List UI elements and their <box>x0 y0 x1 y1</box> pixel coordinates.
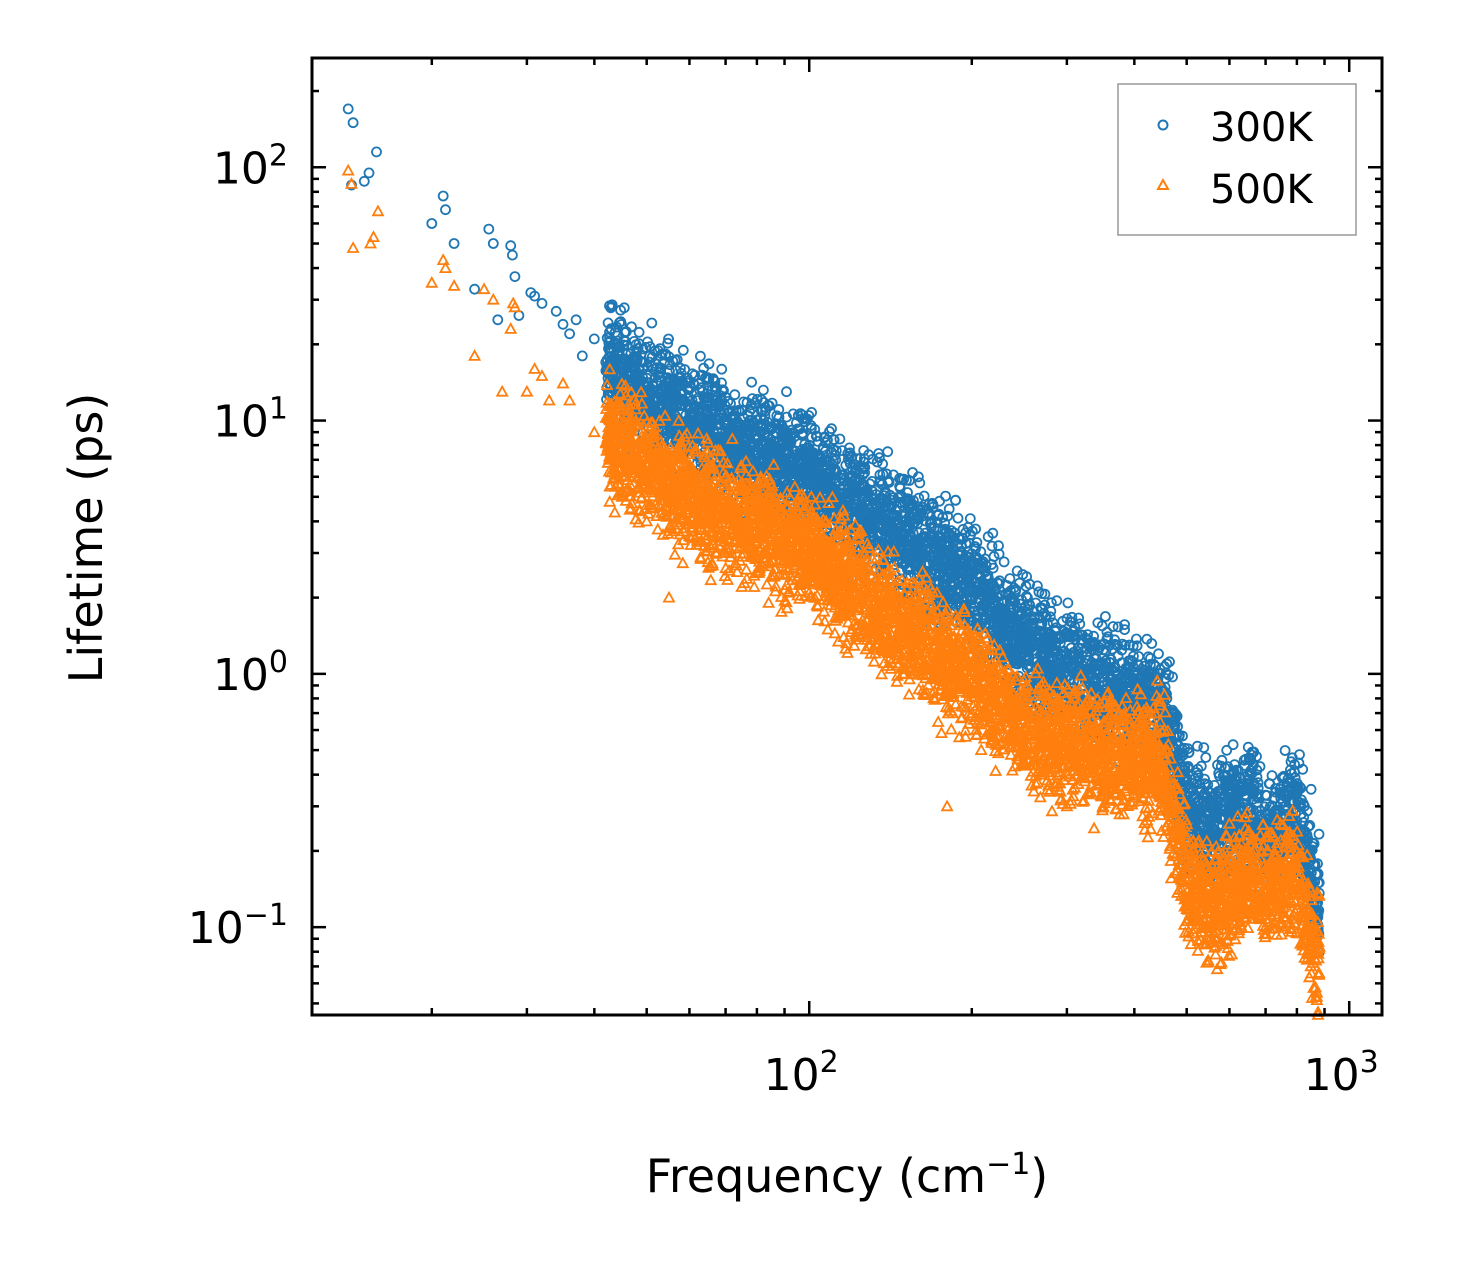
data-point <box>1177 730 1188 742</box>
data-point <box>716 363 728 375</box>
data-point <box>1313 828 1325 840</box>
data-point <box>1036 588 1048 599</box>
data-point <box>758 384 769 396</box>
data-point <box>1133 651 1145 662</box>
data-point <box>677 344 689 356</box>
data-point <box>918 490 930 502</box>
data-point <box>576 350 588 362</box>
data-point <box>633 326 645 338</box>
data-point <box>931 715 945 727</box>
data-point <box>1124 639 1135 651</box>
data-point <box>751 393 763 405</box>
data-point <box>762 596 776 608</box>
data-point <box>940 490 951 502</box>
data-point <box>513 310 525 321</box>
data-point <box>1119 619 1130 630</box>
data-point <box>492 314 504 326</box>
data-point <box>469 283 481 295</box>
data-point <box>986 540 998 552</box>
data-point <box>564 328 575 340</box>
data-point <box>952 512 964 524</box>
data-point <box>646 317 658 329</box>
data-point <box>483 223 495 235</box>
data-point <box>588 333 600 345</box>
data-point <box>1192 763 1204 775</box>
data-point <box>505 240 517 252</box>
data-point <box>781 386 792 398</box>
data-point <box>1100 611 1111 622</box>
data-point <box>834 433 846 445</box>
data-point <box>550 305 562 317</box>
data-point <box>1209 780 1220 791</box>
data-point <box>914 477 926 489</box>
data-point <box>347 117 359 129</box>
data-point <box>746 376 757 388</box>
data-point <box>729 389 741 401</box>
data-point <box>950 494 961 506</box>
data-point <box>507 249 518 261</box>
data-point <box>826 423 837 435</box>
data-point <box>363 167 375 179</box>
data-point <box>557 318 569 330</box>
data-point <box>358 175 370 187</box>
data-point <box>695 350 706 362</box>
data-point <box>1062 597 1074 609</box>
data-point <box>1227 739 1239 751</box>
data-point <box>945 525 957 536</box>
data-point <box>371 146 382 158</box>
data-point <box>1021 590 1032 602</box>
data-point <box>998 556 1010 568</box>
data-point <box>960 527 972 538</box>
data-point <box>913 492 925 504</box>
series-500K <box>341 163 1326 1020</box>
data-point <box>509 271 521 283</box>
data-point <box>939 517 950 529</box>
data-point <box>882 446 894 458</box>
data-point <box>964 513 976 524</box>
data-point <box>426 218 438 229</box>
data-point <box>487 238 499 249</box>
data-point <box>440 204 451 216</box>
data-point <box>1092 617 1104 629</box>
data-point <box>703 358 715 370</box>
data-point <box>1051 595 1063 607</box>
data-point <box>448 238 460 249</box>
data-point <box>1305 783 1317 795</box>
data-point <box>1199 773 1210 785</box>
data-point <box>1198 742 1210 753</box>
data-point <box>811 430 823 442</box>
data-point <box>536 297 548 309</box>
data-point <box>615 316 627 328</box>
data-point <box>570 314 582 326</box>
plot-area <box>341 103 1326 1020</box>
data-point <box>1200 752 1212 763</box>
data-point <box>342 103 354 115</box>
data-point <box>1192 740 1203 752</box>
data-point <box>437 190 449 202</box>
data-point <box>1153 648 1164 660</box>
data-point <box>1279 745 1291 756</box>
data-point <box>1045 597 1057 609</box>
